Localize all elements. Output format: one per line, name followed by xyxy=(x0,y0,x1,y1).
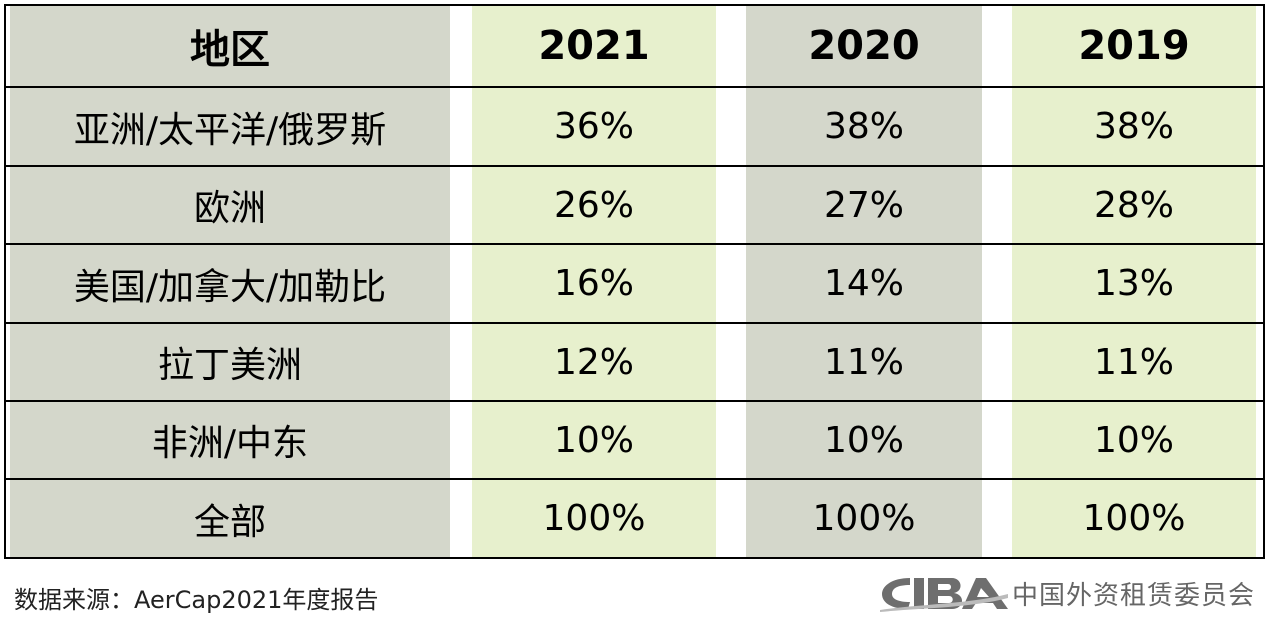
table-header-row: 地区 2021 2020 2019 xyxy=(6,6,1263,88)
value-cell-2021: 12% xyxy=(472,324,716,400)
value-cell-2021: 26% xyxy=(472,167,716,243)
value-cell-2020: 14% xyxy=(746,245,982,322)
region-cell: 拉丁美洲 xyxy=(10,324,450,400)
header-region: 地区 xyxy=(10,6,450,86)
table-row: 拉丁美洲 12% 11% 11% xyxy=(6,324,1263,402)
ciba-logo: 中国外资租赁委员会 xyxy=(880,574,1255,612)
value-cell-2019: 13% xyxy=(1012,245,1256,322)
value-cell-2020: 27% xyxy=(746,167,982,243)
region-cell: 欧洲 xyxy=(10,167,450,243)
data-table: 地区 2021 2020 2019 亚洲/太平洋/俄罗斯 36% 38% 38%… xyxy=(4,4,1265,559)
value-cell-2019: 28% xyxy=(1012,167,1256,243)
table-row: 美国/加拿大/加勒比 16% 14% 13% xyxy=(6,245,1263,324)
value-cell-2020: 100% xyxy=(746,480,982,557)
table-row: 全部 100% 100% 100% xyxy=(6,480,1263,557)
ciba-logo-mark-icon xyxy=(880,578,1008,612)
value-cell-2019: 10% xyxy=(1012,402,1256,478)
value-cell-2020: 10% xyxy=(746,402,982,478)
value-cell-2021: 100% xyxy=(472,480,716,557)
value-cell-2021: 16% xyxy=(472,245,716,322)
header-2019: 2019 xyxy=(1012,6,1256,86)
source-note: 数据来源：AerCap2021年度报告 xyxy=(14,586,379,614)
value-cell-2019: 11% xyxy=(1012,324,1256,400)
value-cell-2021: 10% xyxy=(472,402,716,478)
value-cell-2019: 100% xyxy=(1012,480,1256,557)
value-cell-2020: 11% xyxy=(746,324,982,400)
value-cell-2020: 38% xyxy=(746,88,982,165)
table-row: 非洲/中东 10% 10% 10% xyxy=(6,402,1263,480)
header-2020: 2020 xyxy=(746,6,982,86)
region-cell: 全部 xyxy=(10,480,450,557)
region-cell: 亚洲/太平洋/俄罗斯 xyxy=(10,88,450,165)
value-cell-2019: 38% xyxy=(1012,88,1256,165)
region-cell: 美国/加拿大/加勒比 xyxy=(10,245,450,322)
table-row: 亚洲/太平洋/俄罗斯 36% 38% 38% xyxy=(6,88,1263,167)
value-cell-2021: 36% xyxy=(472,88,716,165)
logo-text: 中国外资租赁委员会 xyxy=(1012,580,1256,611)
table-row: 欧洲 26% 27% 28% xyxy=(6,167,1263,245)
header-2021: 2021 xyxy=(472,6,716,86)
region-cell: 非洲/中东 xyxy=(10,402,450,478)
